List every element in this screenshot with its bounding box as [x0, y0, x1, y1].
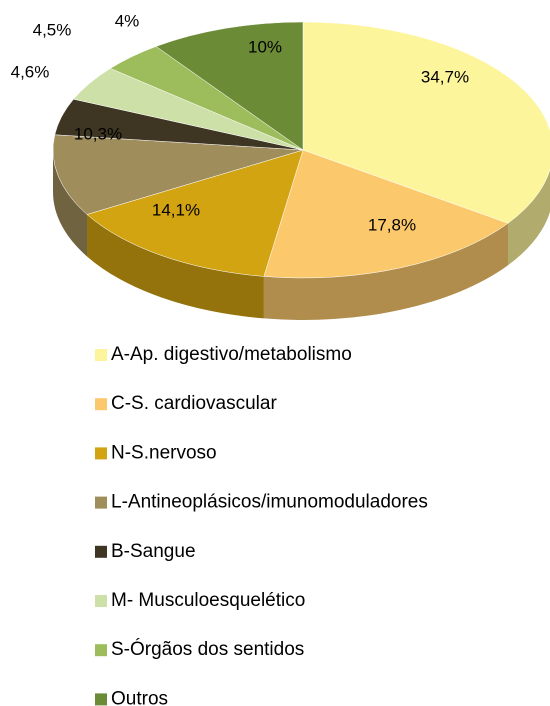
- legend-swatch: [95, 595, 107, 607]
- data-label: 4%: [115, 11, 140, 30]
- legend-label: A-Ap. digestivo/metabolismo: [111, 344, 352, 365]
- legend-label: C-S. cardiovascular: [111, 393, 277, 414]
- data-label: 17,8%: [368, 215, 416, 234]
- data-label: 14,1%: [152, 200, 200, 219]
- legend-swatch: [95, 447, 107, 460]
- data-label: 4,5%: [33, 20, 72, 39]
- legend-label: L-Antineoplásicos/imunomoduladores: [111, 492, 428, 513]
- data-label: 10%: [248, 37, 282, 56]
- slice-side: [263, 223, 508, 320]
- legend-swatch: [95, 496, 107, 509]
- slice-side: [53, 150, 88, 257]
- legend-label: S-Órgãos dos sentidos: [111, 638, 304, 660]
- slice-side: [507, 169, 550, 266]
- legend-label: Outros: [111, 688, 168, 706]
- legend-swatch: [95, 398, 107, 411]
- data-label: 34,7%: [421, 67, 469, 86]
- slice: [52, 134, 304, 215]
- slice: [86, 149, 304, 277]
- data-label: 4,6%: [11, 62, 50, 81]
- legend-swatch: [95, 693, 107, 706]
- legend-label: N-S.nervoso: [111, 442, 217, 463]
- slice: [263, 149, 509, 279]
- data-label: 10,3%: [74, 124, 122, 143]
- legend-label: B-Sangue: [111, 541, 196, 562]
- legend-swatch: [95, 349, 107, 361]
- legend-swatch: [95, 644, 107, 657]
- slice: [155, 21, 304, 151]
- legend-swatch: [95, 545, 107, 558]
- slice: [302, 21, 550, 224]
- slice-side: [87, 214, 264, 319]
- legend-label: M- Musculoesquelético: [111, 590, 305, 611]
